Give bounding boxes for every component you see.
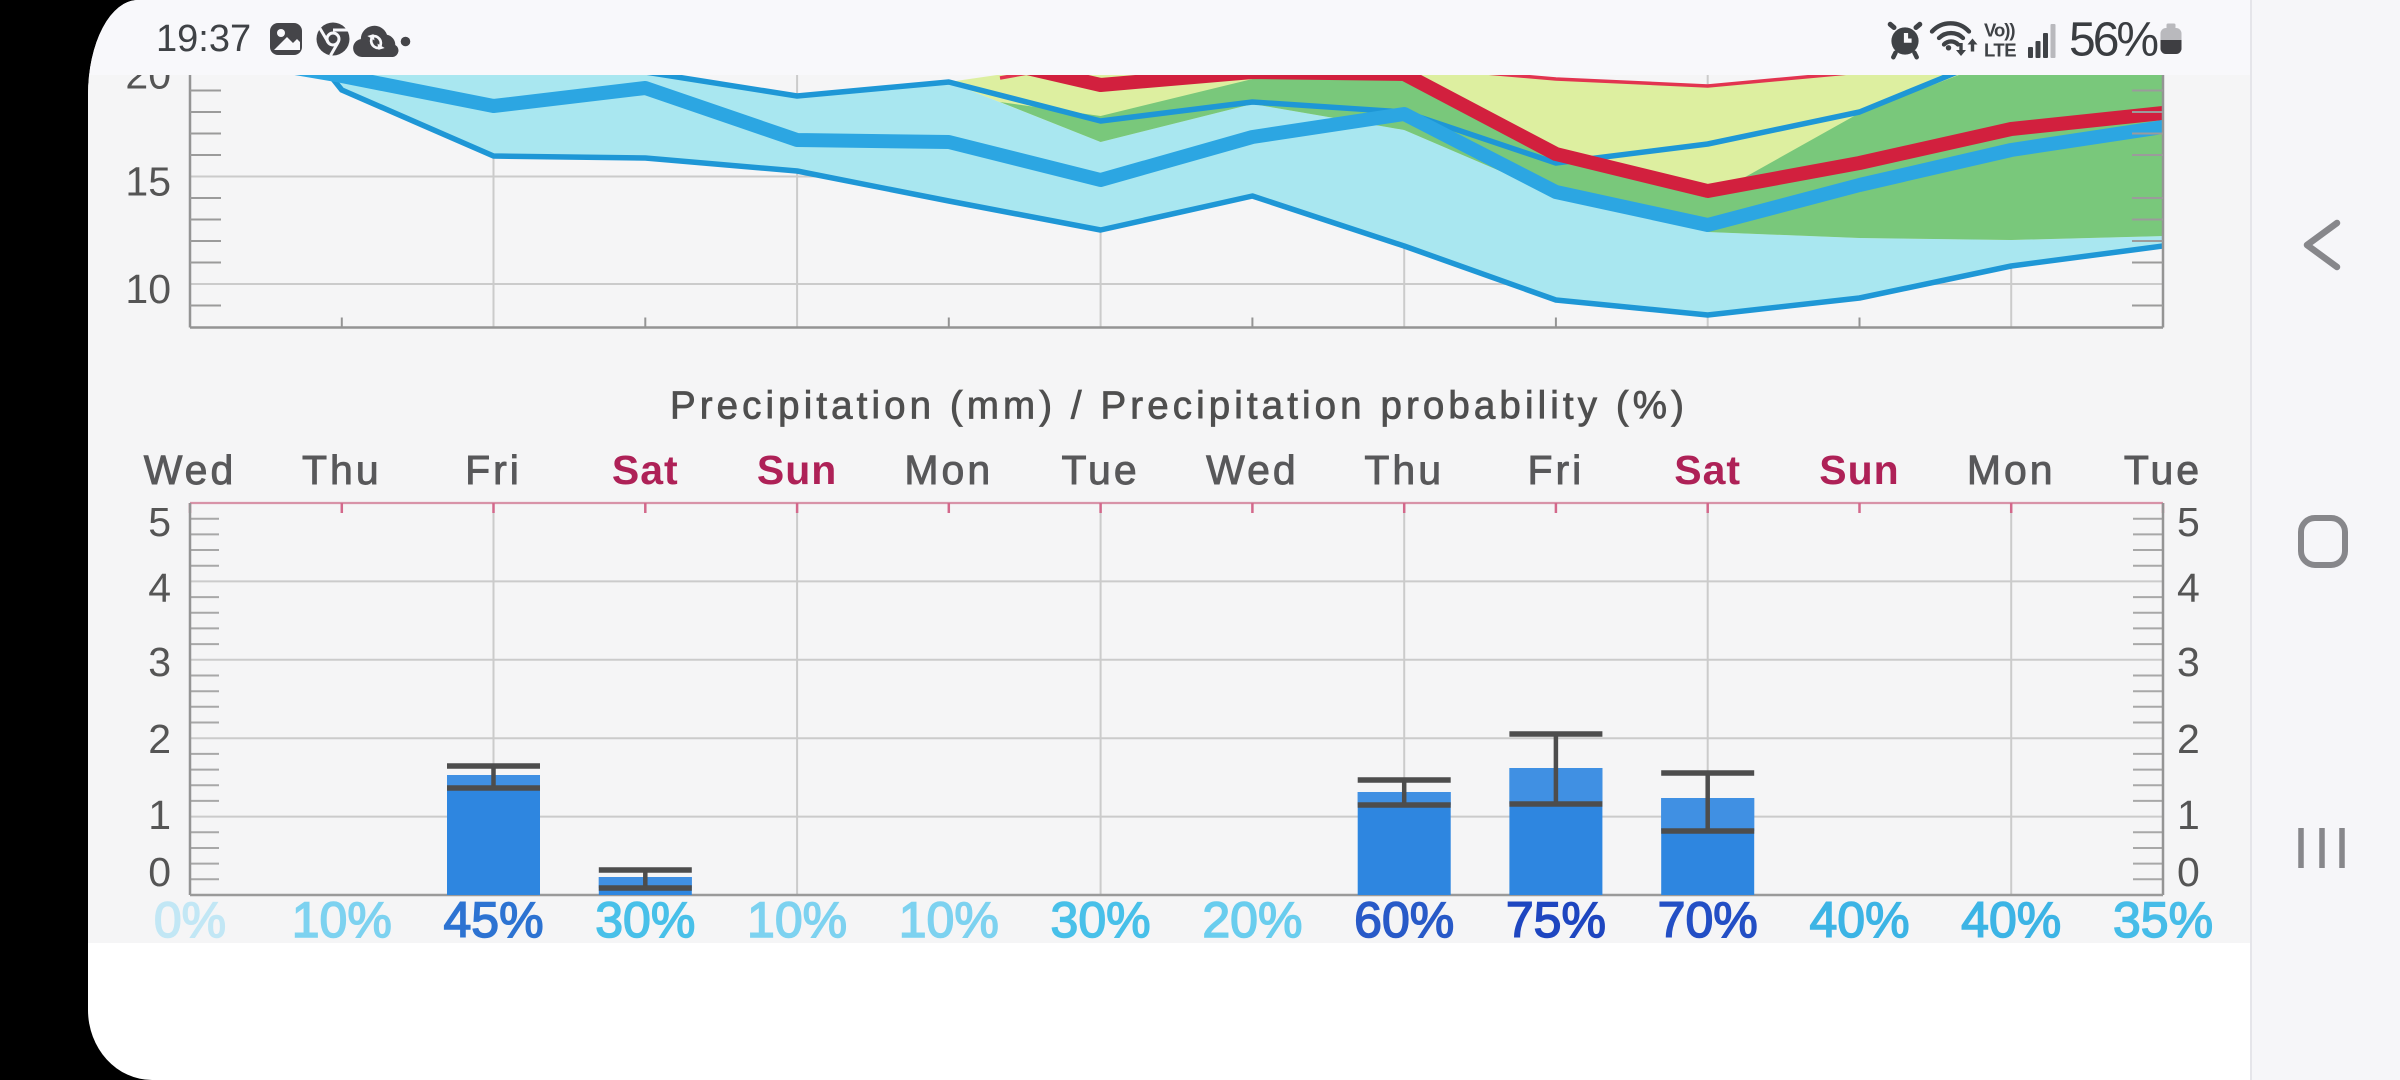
- svg-text:35%: 35%: [2113, 892, 2213, 948]
- svg-text:Wed: Wed: [144, 447, 237, 493]
- svg-text:10%: 10%: [899, 892, 999, 948]
- svg-text:75%: 75%: [1506, 892, 1606, 948]
- svg-text:19:37: 19:37: [156, 18, 251, 60]
- svg-text:Tue: Tue: [2124, 447, 2202, 493]
- svg-text:4: 4: [148, 565, 171, 611]
- svg-text:Fri: Fri: [465, 447, 522, 493]
- svg-text:2: 2: [148, 716, 171, 762]
- svg-text:Fri: Fri: [1527, 447, 1584, 493]
- svg-text:Mon: Mon: [904, 447, 993, 493]
- svg-text:4: 4: [2177, 565, 2200, 611]
- svg-text:Mon: Mon: [1967, 447, 2056, 493]
- svg-text:3: 3: [2177, 639, 2200, 685]
- svg-text:30%: 30%: [595, 892, 695, 948]
- svg-text:Wed: Wed: [1206, 447, 1299, 493]
- svg-text:60%: 60%: [1354, 892, 1454, 948]
- svg-text:10: 10: [125, 266, 171, 312]
- svg-text:Vo)): Vo)): [1984, 20, 2015, 41]
- svg-text:10%: 10%: [747, 892, 847, 948]
- svg-text:2: 2: [2177, 716, 2200, 762]
- svg-text:Sat: Sat: [1674, 447, 1741, 493]
- svg-text:30%: 30%: [1051, 892, 1151, 948]
- svg-text:20: 20: [125, 52, 171, 98]
- svg-text:56%: 56%: [2069, 14, 2157, 67]
- svg-text:5: 5: [148, 499, 171, 545]
- svg-text:Sun: Sun: [1819, 447, 1899, 493]
- svg-text:70%: 70%: [1658, 892, 1758, 948]
- svg-text:40%: 40%: [1809, 892, 1909, 948]
- svg-text:Precipitation (mm) / Precipita: Precipitation (mm) / Precipitation proba…: [670, 385, 1688, 428]
- svg-text:LTE: LTE: [1984, 40, 2016, 61]
- svg-text:Sat: Sat: [612, 447, 679, 493]
- svg-text:40%: 40%: [1961, 892, 2061, 948]
- svg-text:0: 0: [148, 849, 171, 895]
- svg-text:20%: 20%: [1202, 892, 1302, 948]
- svg-text:15: 15: [125, 159, 171, 205]
- svg-text:10%: 10%: [292, 892, 392, 948]
- svg-text:0: 0: [2177, 849, 2200, 895]
- svg-text:5: 5: [2177, 499, 2200, 545]
- svg-text:Thu: Thu: [1364, 447, 1444, 493]
- svg-text:0%: 0%: [154, 892, 226, 948]
- svg-text:Thu: Thu: [302, 447, 382, 493]
- svg-text:45%: 45%: [443, 892, 543, 948]
- svg-text:Tue: Tue: [1062, 447, 1140, 493]
- svg-text:1: 1: [2177, 792, 2200, 838]
- svg-text:3: 3: [148, 639, 171, 685]
- svg-text:Sun: Sun: [757, 447, 837, 493]
- svg-text:1: 1: [148, 792, 171, 838]
